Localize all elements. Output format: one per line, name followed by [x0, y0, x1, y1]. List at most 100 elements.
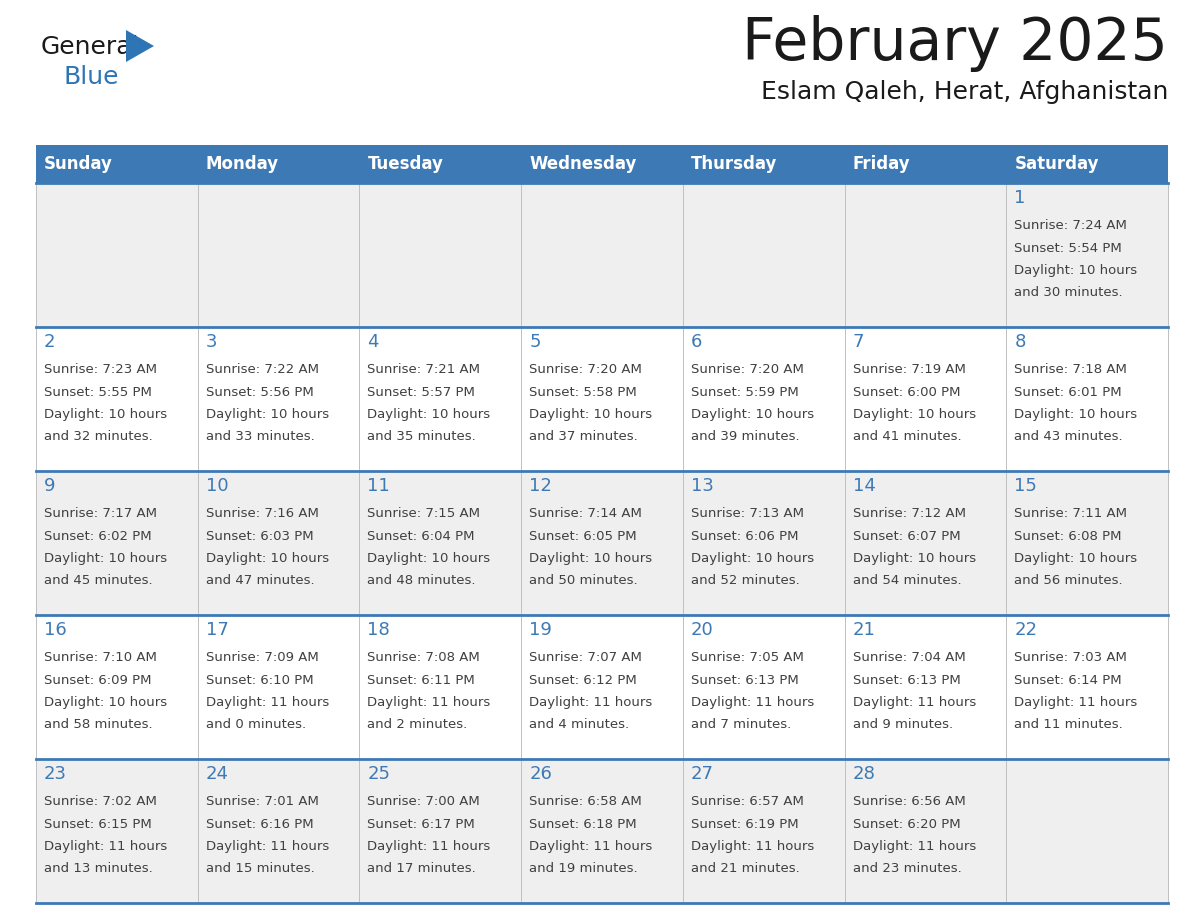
Text: and 33 minutes.: and 33 minutes. — [206, 431, 315, 443]
Text: Sunset: 6:15 PM: Sunset: 6:15 PM — [44, 818, 152, 831]
Text: 21: 21 — [853, 621, 876, 639]
Text: Sunset: 5:54 PM: Sunset: 5:54 PM — [1015, 241, 1121, 254]
Text: and 0 minutes.: and 0 minutes. — [206, 718, 305, 732]
Text: 9: 9 — [44, 477, 56, 495]
Text: 16: 16 — [44, 621, 67, 639]
Text: Saturday: Saturday — [1015, 155, 1099, 173]
Text: Sunday: Sunday — [44, 155, 113, 173]
Text: General: General — [42, 35, 139, 59]
Text: Sunset: 5:55 PM: Sunset: 5:55 PM — [44, 386, 152, 398]
Bar — [36, 145, 1168, 183]
Text: 5: 5 — [529, 333, 541, 351]
Text: and 37 minutes.: and 37 minutes. — [529, 431, 638, 443]
Text: Sunset: 6:17 PM: Sunset: 6:17 PM — [367, 818, 475, 831]
Text: and 2 minutes.: and 2 minutes. — [367, 718, 468, 732]
Text: Sunrise: 6:58 AM: Sunrise: 6:58 AM — [529, 795, 642, 808]
Text: Wednesday: Wednesday — [529, 155, 637, 173]
Text: Blue: Blue — [64, 65, 120, 89]
Text: 11: 11 — [367, 477, 390, 495]
Bar — [36, 615, 1168, 759]
Text: and 9 minutes.: and 9 minutes. — [853, 718, 953, 732]
Text: Daylight: 11 hours: Daylight: 11 hours — [853, 840, 975, 853]
Bar — [36, 327, 1168, 471]
Text: and 50 minutes.: and 50 minutes. — [529, 574, 638, 588]
Text: Daylight: 11 hours: Daylight: 11 hours — [367, 696, 491, 709]
Text: Thursday: Thursday — [691, 155, 777, 173]
Text: Daylight: 11 hours: Daylight: 11 hours — [853, 696, 975, 709]
Text: and 47 minutes.: and 47 minutes. — [206, 574, 315, 588]
Text: 6: 6 — [691, 333, 702, 351]
Text: and 15 minutes.: and 15 minutes. — [206, 862, 315, 875]
Text: Daylight: 10 hours: Daylight: 10 hours — [1015, 408, 1137, 420]
Text: Sunrise: 7:13 AM: Sunrise: 7:13 AM — [691, 508, 804, 521]
Text: 8: 8 — [1015, 333, 1025, 351]
Text: Sunset: 5:57 PM: Sunset: 5:57 PM — [367, 386, 475, 398]
Text: Sunset: 6:03 PM: Sunset: 6:03 PM — [206, 530, 314, 543]
Text: Sunset: 6:10 PM: Sunset: 6:10 PM — [206, 674, 314, 687]
Text: Sunrise: 7:10 AM: Sunrise: 7:10 AM — [44, 651, 157, 665]
Text: 12: 12 — [529, 477, 552, 495]
Text: Daylight: 10 hours: Daylight: 10 hours — [206, 552, 329, 565]
Text: and 35 minutes.: and 35 minutes. — [367, 431, 476, 443]
Text: Daylight: 11 hours: Daylight: 11 hours — [529, 696, 652, 709]
Text: 14: 14 — [853, 477, 876, 495]
Text: Sunset: 6:07 PM: Sunset: 6:07 PM — [853, 530, 960, 543]
Text: Sunrise: 7:07 AM: Sunrise: 7:07 AM — [529, 651, 642, 665]
Text: Friday: Friday — [853, 155, 910, 173]
Text: Sunrise: 7:09 AM: Sunrise: 7:09 AM — [206, 651, 318, 665]
Text: Daylight: 11 hours: Daylight: 11 hours — [44, 840, 168, 853]
Text: and 21 minutes.: and 21 minutes. — [691, 862, 800, 875]
Text: Daylight: 11 hours: Daylight: 11 hours — [1015, 696, 1138, 709]
Text: Sunrise: 7:03 AM: Sunrise: 7:03 AM — [1015, 651, 1127, 665]
Text: Daylight: 10 hours: Daylight: 10 hours — [853, 408, 975, 420]
Text: Sunset: 6:18 PM: Sunset: 6:18 PM — [529, 818, 637, 831]
Text: and 7 minutes.: and 7 minutes. — [691, 718, 791, 732]
Text: Sunset: 6:01 PM: Sunset: 6:01 PM — [1015, 386, 1121, 398]
Text: Sunset: 6:20 PM: Sunset: 6:20 PM — [853, 818, 960, 831]
Text: Sunset: 6:19 PM: Sunset: 6:19 PM — [691, 818, 798, 831]
Text: 4: 4 — [367, 333, 379, 351]
Text: and 23 minutes.: and 23 minutes. — [853, 862, 961, 875]
Text: Daylight: 10 hours: Daylight: 10 hours — [367, 408, 491, 420]
Text: 2: 2 — [44, 333, 56, 351]
Text: Daylight: 10 hours: Daylight: 10 hours — [529, 408, 652, 420]
Text: Sunrise: 6:57 AM: Sunrise: 6:57 AM — [691, 795, 804, 808]
Text: Sunset: 5:59 PM: Sunset: 5:59 PM — [691, 386, 798, 398]
Text: Daylight: 10 hours: Daylight: 10 hours — [853, 552, 975, 565]
Text: 23: 23 — [44, 765, 67, 783]
Text: Daylight: 11 hours: Daylight: 11 hours — [206, 696, 329, 709]
Text: Sunrise: 7:01 AM: Sunrise: 7:01 AM — [206, 795, 318, 808]
Text: Daylight: 10 hours: Daylight: 10 hours — [1015, 552, 1137, 565]
Text: 24: 24 — [206, 765, 229, 783]
Text: Sunrise: 7:08 AM: Sunrise: 7:08 AM — [367, 651, 480, 665]
Text: Daylight: 10 hours: Daylight: 10 hours — [206, 408, 329, 420]
Text: Daylight: 10 hours: Daylight: 10 hours — [44, 696, 168, 709]
Text: Sunrise: 7:21 AM: Sunrise: 7:21 AM — [367, 364, 480, 376]
Text: and 48 minutes.: and 48 minutes. — [367, 574, 476, 588]
Text: Daylight: 10 hours: Daylight: 10 hours — [529, 552, 652, 565]
Text: and 11 minutes.: and 11 minutes. — [1015, 718, 1123, 732]
Text: 1: 1 — [1015, 189, 1025, 207]
Text: and 41 minutes.: and 41 minutes. — [853, 431, 961, 443]
Text: and 19 minutes.: and 19 minutes. — [529, 862, 638, 875]
Text: Daylight: 10 hours: Daylight: 10 hours — [691, 408, 814, 420]
Text: Sunrise: 7:18 AM: Sunrise: 7:18 AM — [1015, 364, 1127, 376]
Text: Sunset: 5:58 PM: Sunset: 5:58 PM — [529, 386, 637, 398]
Text: Sunrise: 7:19 AM: Sunrise: 7:19 AM — [853, 364, 966, 376]
Text: 3: 3 — [206, 333, 217, 351]
Text: Sunset: 6:14 PM: Sunset: 6:14 PM — [1015, 674, 1121, 687]
Text: 18: 18 — [367, 621, 390, 639]
Text: and 52 minutes.: and 52 minutes. — [691, 574, 800, 588]
Bar — [36, 183, 1168, 327]
Text: Sunrise: 7:12 AM: Sunrise: 7:12 AM — [853, 508, 966, 521]
Text: Eslam Qaleh, Herat, Afghanistan: Eslam Qaleh, Herat, Afghanistan — [760, 80, 1168, 104]
Text: 19: 19 — [529, 621, 552, 639]
Text: Sunset: 6:00 PM: Sunset: 6:00 PM — [853, 386, 960, 398]
Text: Sunrise: 7:15 AM: Sunrise: 7:15 AM — [367, 508, 480, 521]
Polygon shape — [126, 30, 154, 62]
Text: Sunrise: 7:20 AM: Sunrise: 7:20 AM — [529, 364, 642, 376]
Text: Daylight: 11 hours: Daylight: 11 hours — [691, 696, 814, 709]
Text: Daylight: 10 hours: Daylight: 10 hours — [1015, 263, 1137, 277]
Text: Sunset: 6:12 PM: Sunset: 6:12 PM — [529, 674, 637, 687]
Text: Sunrise: 7:17 AM: Sunrise: 7:17 AM — [44, 508, 157, 521]
